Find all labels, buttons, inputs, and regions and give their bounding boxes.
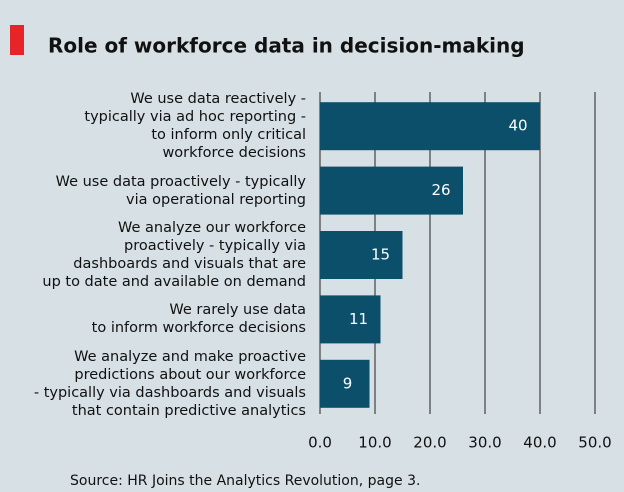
x-tick-label: 40.0 xyxy=(523,434,556,452)
x-tick-label: 30.0 xyxy=(468,434,501,452)
value-label: 15 xyxy=(371,246,390,264)
value-label: 40 xyxy=(508,117,527,135)
title-accent xyxy=(10,25,24,55)
bar xyxy=(320,231,403,279)
chart-title: Role of workforce data in decision-makin… xyxy=(48,34,525,58)
bar xyxy=(320,359,370,408)
x-tick-label: 0.0 xyxy=(308,434,332,452)
source: Source: HR Joins the Analytics Revolutio… xyxy=(70,473,420,489)
category-label: We rarely use data to inform workforce d… xyxy=(91,302,306,337)
x-tick-label: 50.0 xyxy=(578,434,611,452)
value-label: 11 xyxy=(349,310,368,328)
category-label: We analyze our workforce proactively - t… xyxy=(42,220,306,290)
bar xyxy=(320,102,540,151)
value-label: 26 xyxy=(431,181,450,199)
category-label: We use data reactively - typically via a… xyxy=(84,91,306,162)
bar xyxy=(320,166,463,215)
category-label: We analyze and make proactive prediction… xyxy=(33,348,306,419)
bar xyxy=(320,295,381,344)
category-label: We use data proactively - typically via … xyxy=(55,173,306,208)
x-tick-label: 20.0 xyxy=(413,434,446,452)
x-tick-label: 10.0 xyxy=(358,434,391,452)
value-label: 9 xyxy=(343,374,353,392)
